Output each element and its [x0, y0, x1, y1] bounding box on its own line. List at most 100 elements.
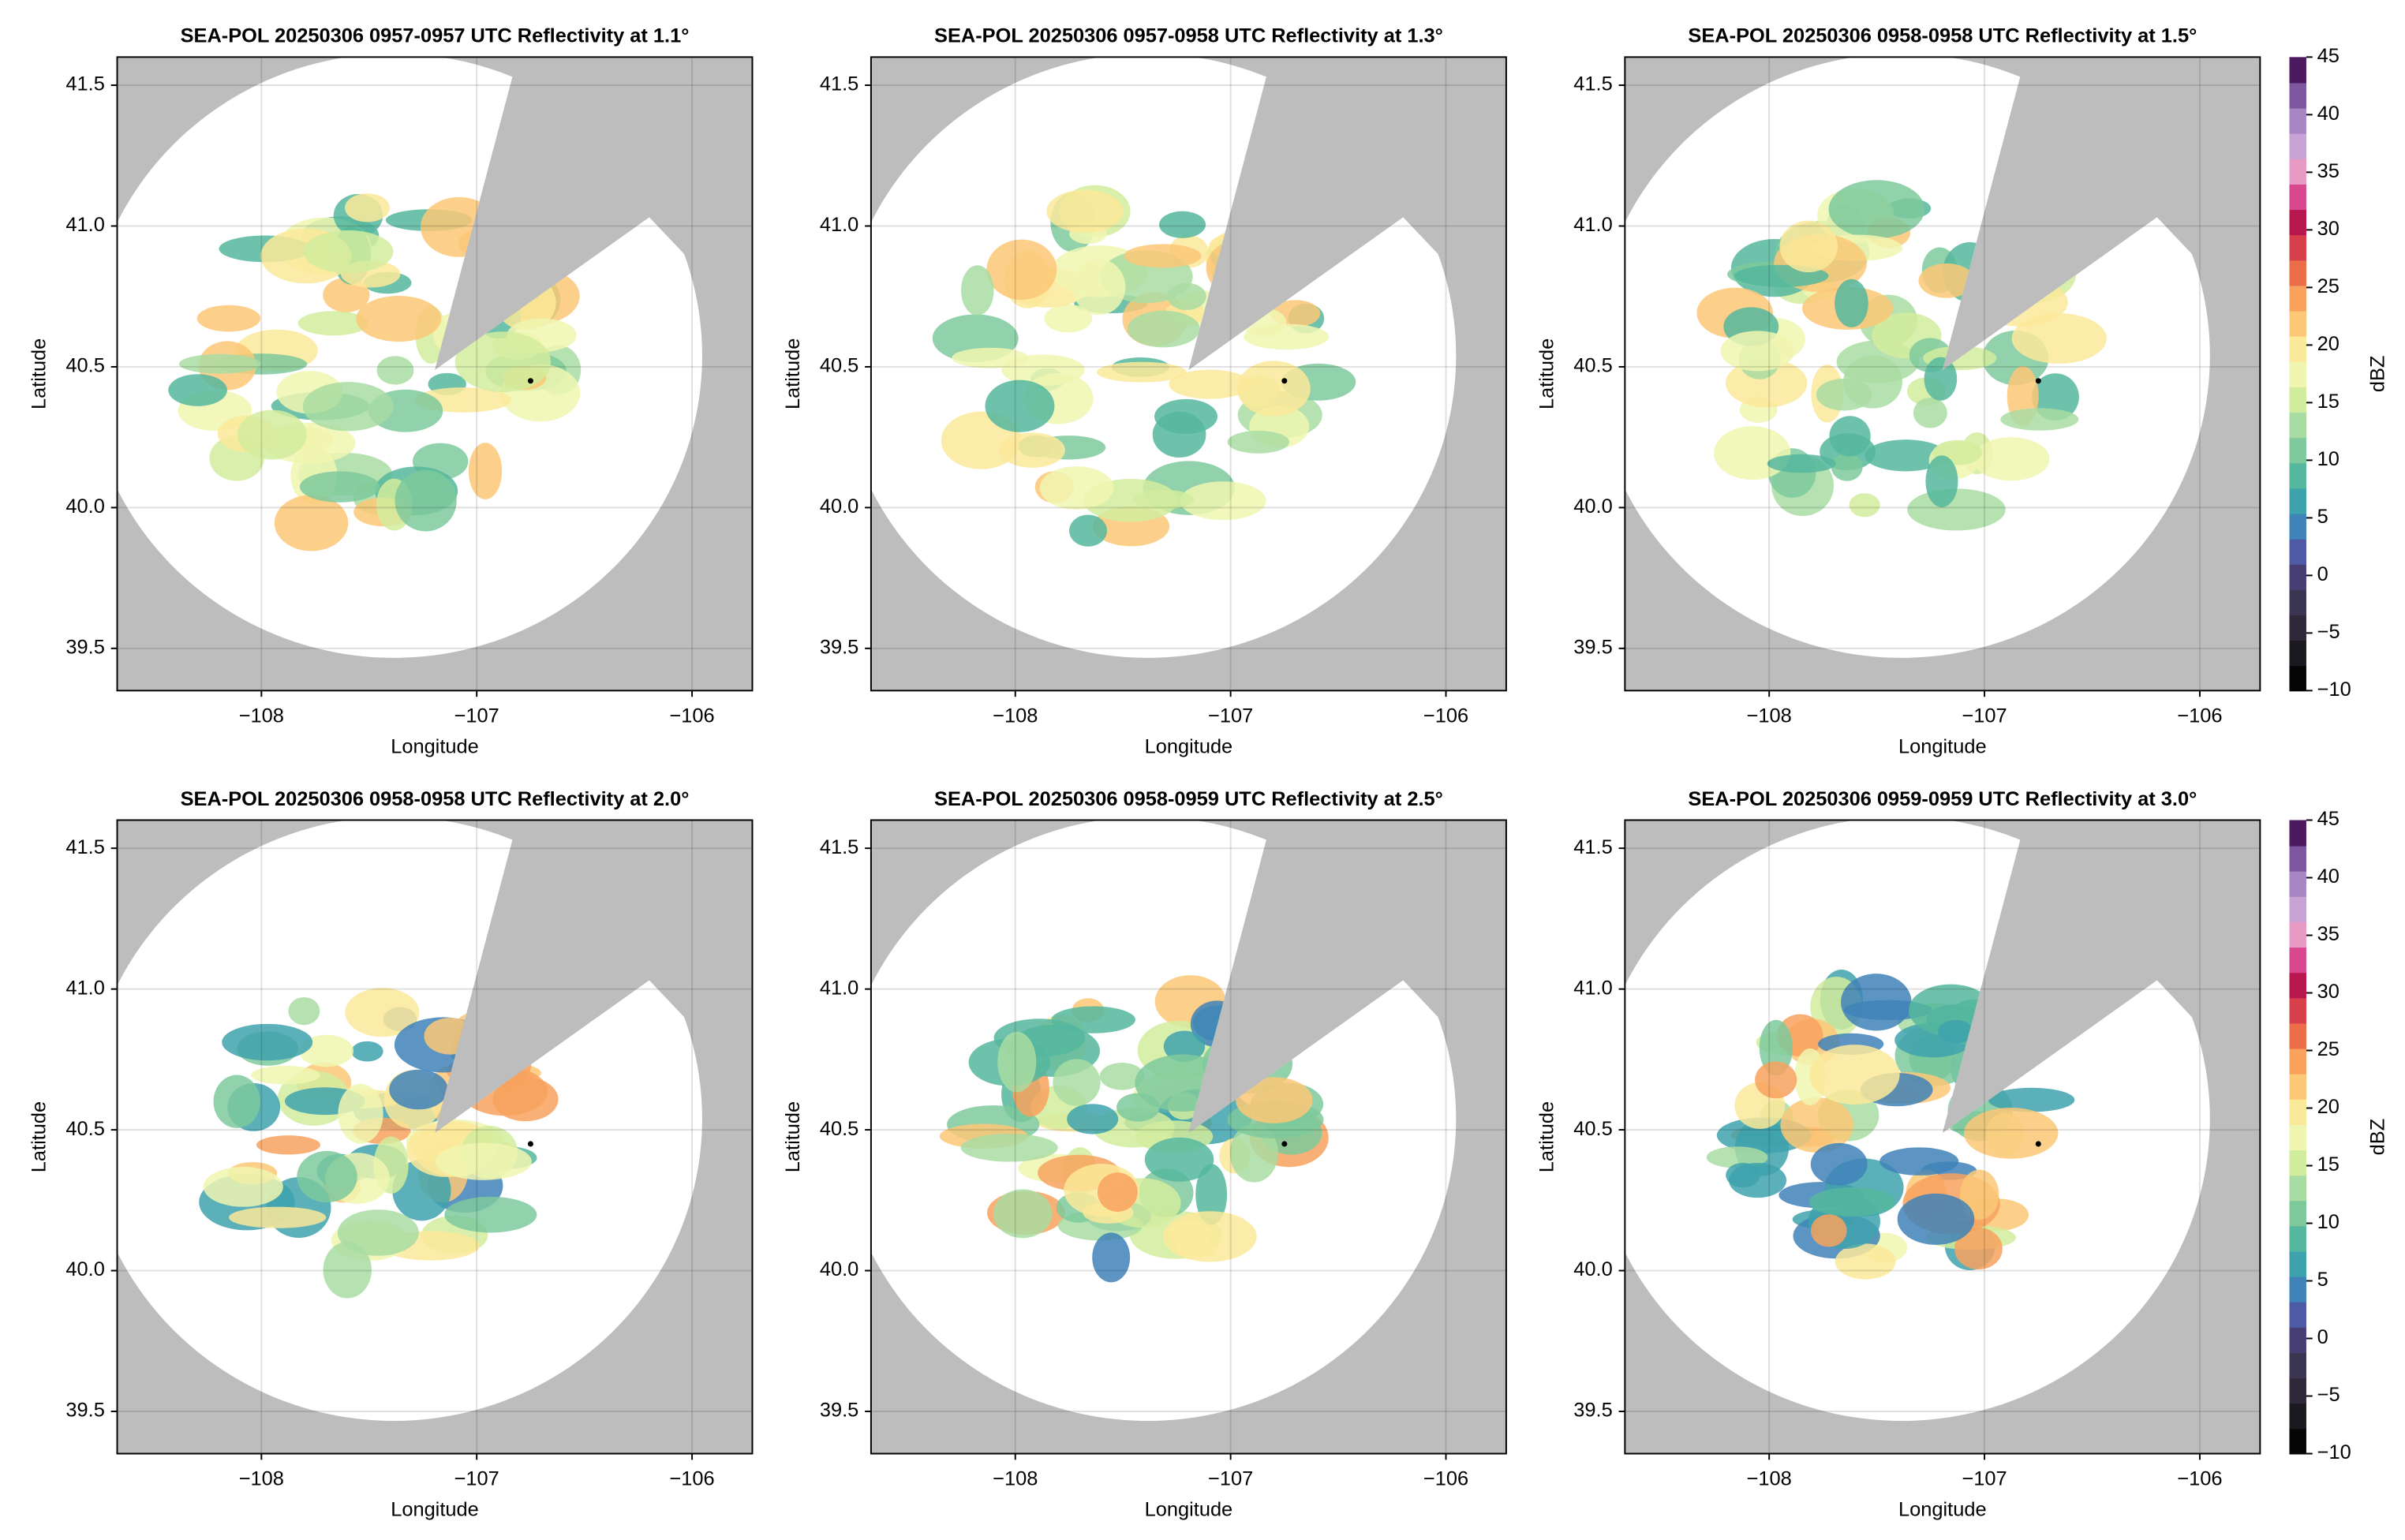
echo — [1835, 278, 1868, 328]
x-tick-label: −108 — [1747, 1467, 1792, 1490]
y-tick-label: 40.0 — [65, 1258, 104, 1280]
echo — [1154, 398, 1218, 434]
plot-frame — [870, 819, 1507, 1455]
site-marker — [2035, 378, 2041, 384]
x-tick-label: −106 — [1423, 1467, 1468, 1490]
echo — [274, 495, 349, 551]
echo — [1767, 454, 1836, 473]
colorbar-band — [2289, 260, 2306, 286]
colorbar-band — [2289, 209, 2306, 236]
colorbar-band — [2289, 845, 2306, 872]
colorbar-tick-label: 5 — [2317, 506, 2328, 528]
colorbar-band — [2289, 1175, 2306, 1202]
y-tick-label: 39.5 — [820, 1400, 858, 1422]
y-tick-label: 40.5 — [1573, 1118, 1612, 1140]
y-axis-label: Latitude — [782, 1101, 804, 1172]
y-tick-label: 40.0 — [1573, 1258, 1612, 1280]
echo — [435, 1142, 532, 1180]
x-tick-label: −107 — [454, 1467, 499, 1490]
colorbar-band — [2289, 589, 2306, 615]
echo — [1096, 361, 1187, 383]
echo — [395, 469, 457, 532]
colorbar-band — [2289, 462, 2306, 489]
colorbar-tick-label: 40 — [2317, 865, 2340, 888]
echo — [960, 1133, 1058, 1162]
colorbar-tick-label: 20 — [2317, 333, 2340, 355]
x-axis-label: Longitude — [391, 735, 479, 757]
colorbar-tick-label: 20 — [2317, 1096, 2340, 1118]
panel: −108 −107 −106 39.5 40.0 40.5 41.0 41.5 SEA-POL … — [28, 788, 754, 1521]
echo — [1925, 455, 1958, 507]
colorbar-band — [2289, 412, 2306, 439]
panel: −108 −107 −106 39.5 40.0 40.5 41.0 41.5 SEA-POL … — [28, 25, 754, 757]
colorbar-tick-label: −10 — [2317, 1441, 2351, 1463]
echo — [1879, 1147, 1959, 1176]
colorbar-band — [2289, 1428, 2306, 1455]
plot-frame — [116, 819, 754, 1455]
echo — [1162, 1211, 1257, 1262]
y-tick-label: 41.0 — [65, 214, 104, 236]
echo — [1780, 1097, 1853, 1153]
echo — [1133, 489, 1195, 510]
y-tick-label: 41.5 — [65, 836, 104, 858]
colorbar-band — [2289, 158, 2306, 185]
echo — [1811, 1214, 1847, 1247]
colorbar-band — [2289, 513, 2306, 540]
chart-title: SEA-POL 20250306 0958-0959 UTC Reflectiv… — [934, 788, 1443, 810]
echo — [454, 331, 552, 393]
echo — [1124, 244, 1202, 268]
x-tick-label: −106 — [1423, 705, 1468, 727]
echo — [952, 347, 1029, 368]
plot-frame — [1624, 56, 2261, 692]
echo — [178, 353, 261, 374]
chart-title: SEA-POL 20250306 0959-0959 UTC Reflectiv… — [1688, 788, 2197, 810]
y-tick-label: 41.0 — [820, 214, 858, 236]
colorbar-band — [2289, 1403, 2306, 1430]
echo — [297, 1150, 357, 1203]
x-tick-label: −106 — [2177, 705, 2222, 727]
echo — [1988, 1087, 2075, 1112]
y-tick-label: 40.5 — [1573, 355, 1612, 377]
echo — [356, 295, 442, 342]
panel: −108 −107 −106 39.5 40.0 40.5 41.0 41.5 SEA-POL … — [782, 25, 1507, 757]
site-marker — [2035, 1141, 2041, 1147]
echo — [468, 443, 503, 500]
echo — [1755, 1061, 1797, 1099]
echo — [1167, 282, 1206, 311]
echo — [1706, 1146, 1768, 1168]
echo — [1051, 1006, 1135, 1034]
echo — [1843, 355, 1902, 409]
echo — [1044, 304, 1093, 333]
echo — [1913, 397, 1947, 428]
echo — [1069, 514, 1108, 547]
radar-coverage — [839, 53, 1457, 658]
echo — [351, 1041, 383, 1062]
echo — [1897, 1193, 1975, 1245]
echo — [1808, 1187, 1896, 1217]
y-tick-label: 39.5 — [820, 637, 858, 659]
colorbar-band — [2289, 183, 2306, 211]
y-tick-label: 40.0 — [1573, 495, 1612, 518]
y-tick-label: 40.5 — [820, 355, 858, 377]
panel: −108 −107 −106 39.5 40.0 40.5 41.0 41.5 SEA-POL … — [1535, 788, 2388, 1521]
echo — [213, 1075, 260, 1128]
colorbar-band — [2289, 361, 2306, 387]
echo — [1072, 259, 1126, 316]
colorbar-band — [2289, 1250, 2306, 1277]
echo — [323, 1241, 372, 1299]
colorbar-band — [2289, 488, 2306, 514]
colorbar-tick-label: 45 — [2317, 45, 2340, 67]
y-tick-label: 40.5 — [65, 355, 104, 377]
y-tick-label: 41.5 — [1573, 73, 1612, 95]
colorbar-tick-label: −5 — [2317, 1384, 2340, 1406]
echo — [1127, 310, 1200, 348]
colorbar-band — [2289, 563, 2306, 590]
echo — [1720, 331, 1795, 372]
echo — [288, 996, 320, 1026]
echo — [1229, 1123, 1278, 1183]
x-tick-label: −108 — [993, 705, 1038, 727]
site-marker — [527, 378, 533, 384]
echo — [2011, 313, 2107, 364]
echo — [1918, 263, 1975, 298]
echo — [1865, 439, 1947, 472]
